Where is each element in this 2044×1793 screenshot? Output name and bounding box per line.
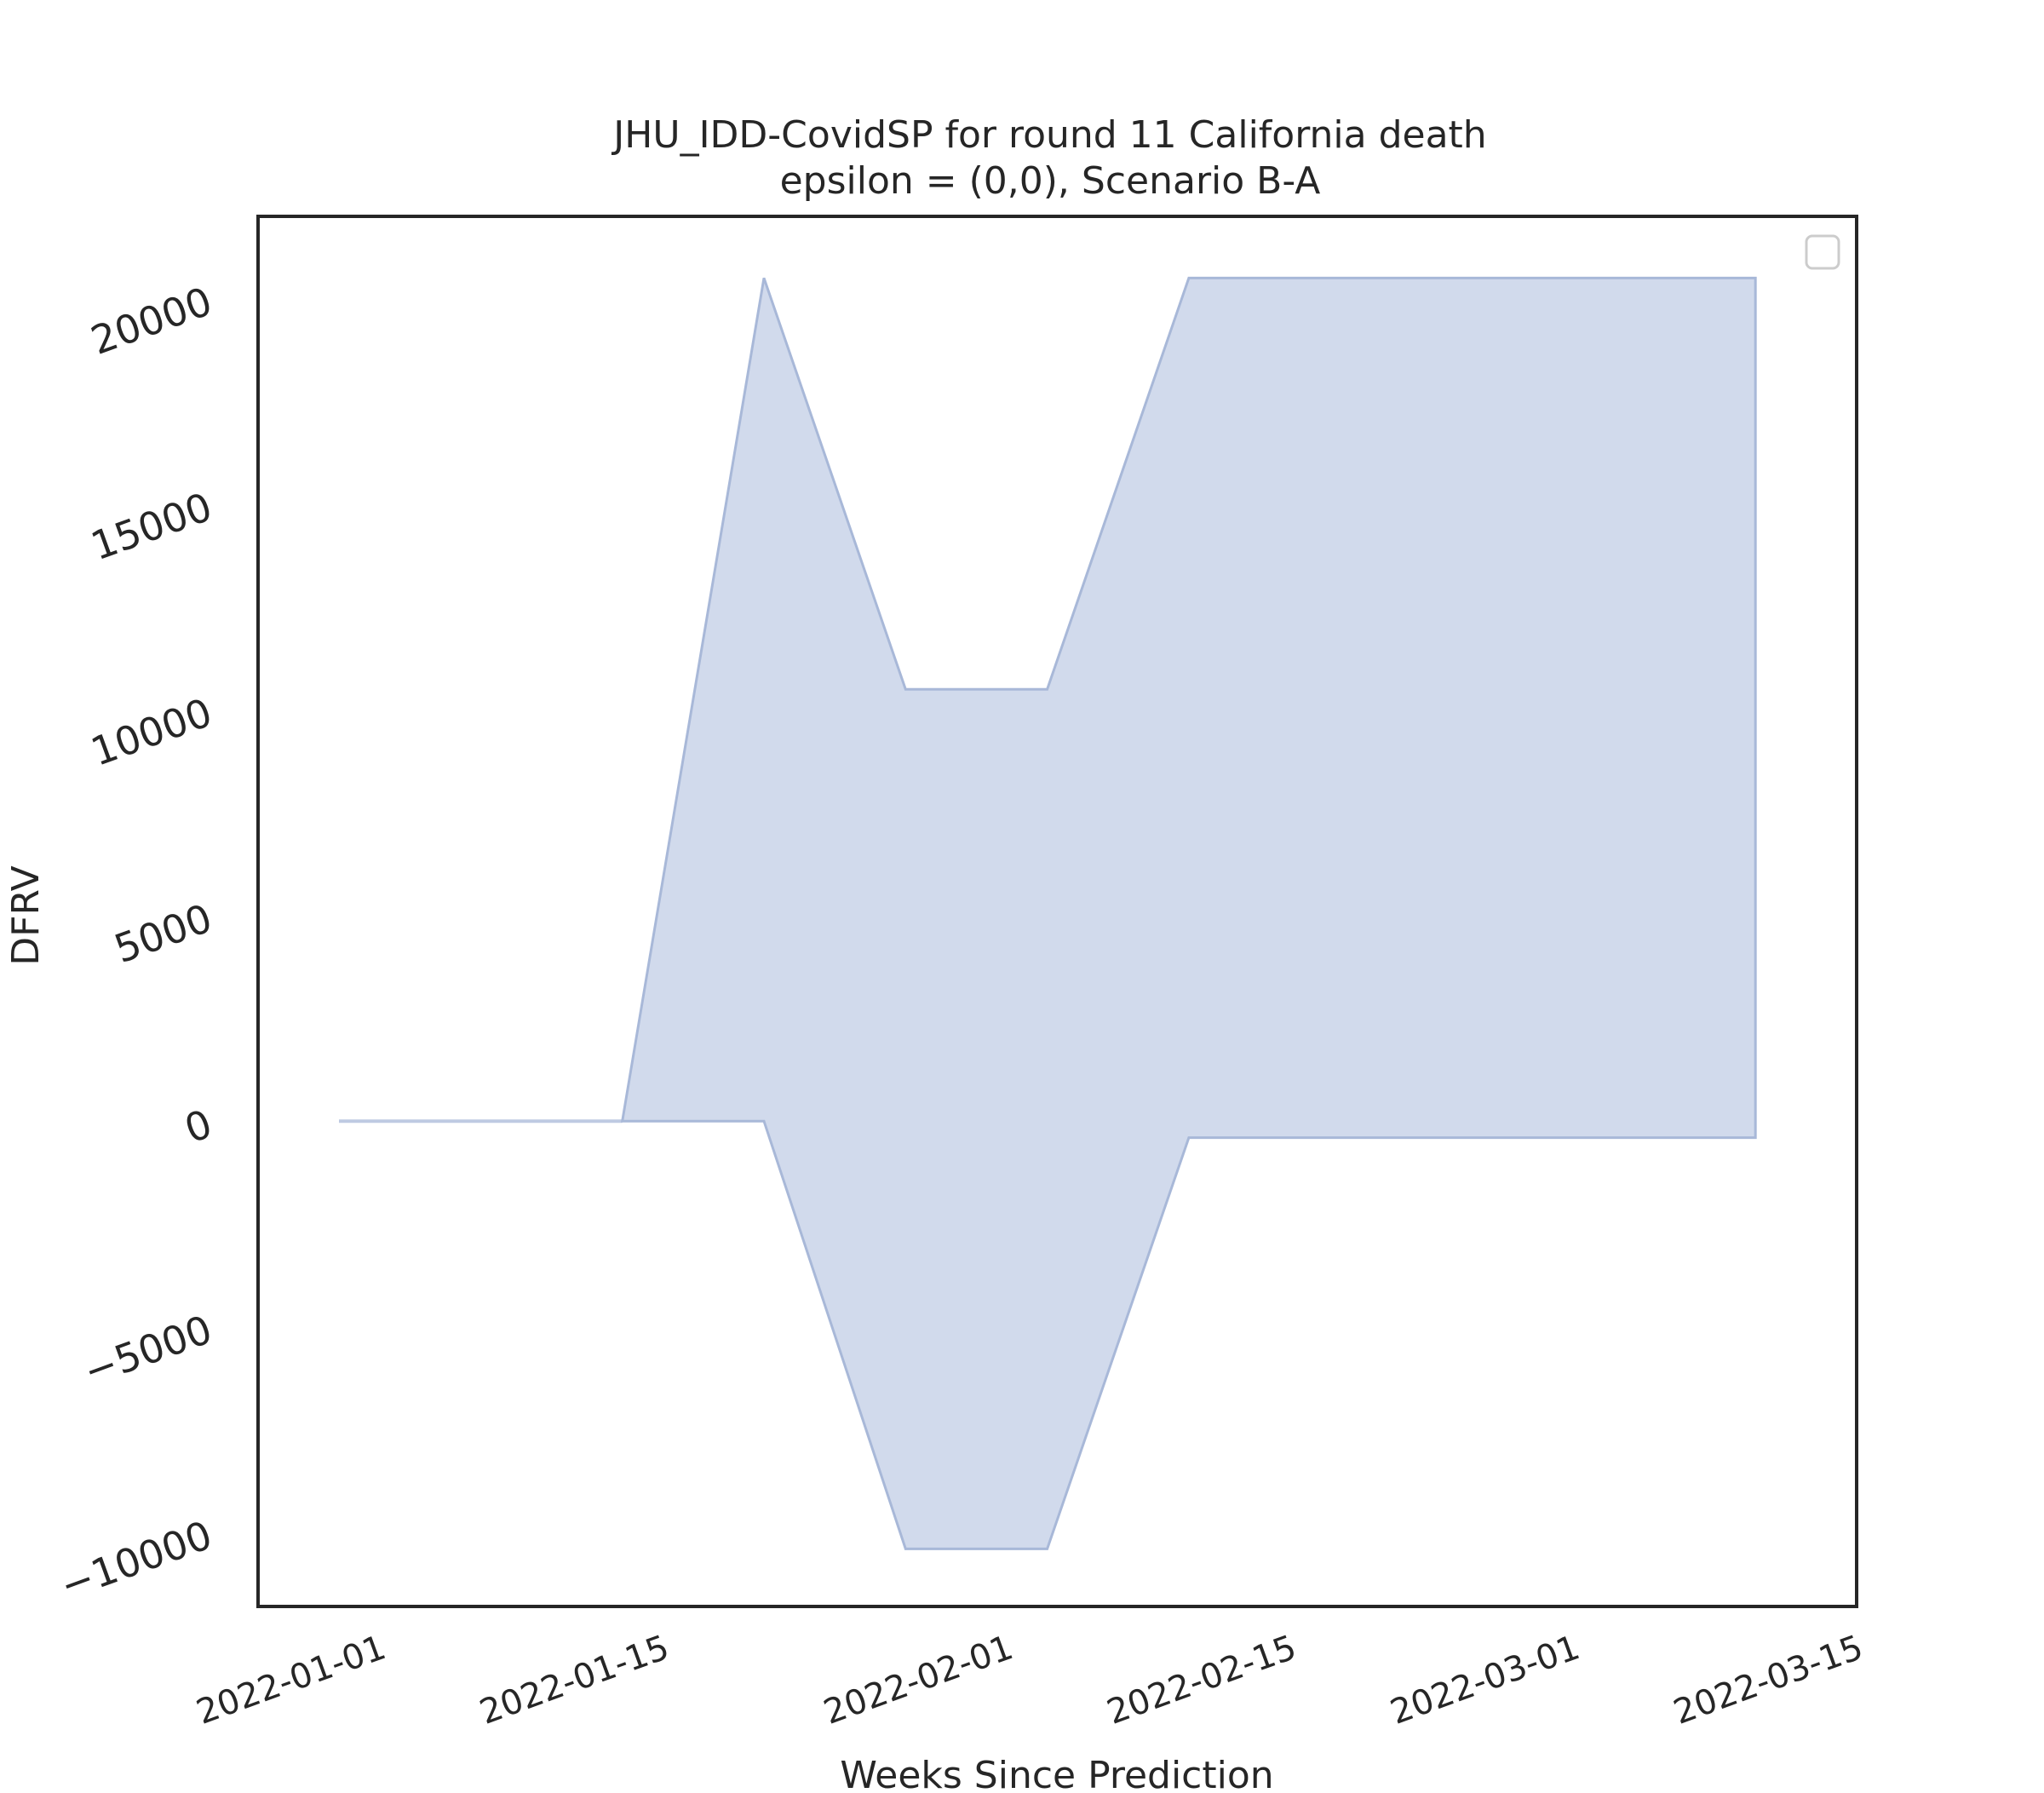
x-tick-label: 2022-02-01 bbox=[818, 1628, 1018, 1733]
series-0-band bbox=[620, 276, 1757, 1550]
chart-subtitle: epsilon = (0,0), Scenario B-A bbox=[780, 159, 1321, 203]
y-tick-label: −10000 bbox=[55, 1512, 218, 1609]
y-axis-label: DFRV bbox=[4, 865, 48, 965]
x-tick-label: 2022-02-15 bbox=[1102, 1628, 1301, 1733]
y-tick-label: −5000 bbox=[78, 1306, 218, 1394]
axes-frame bbox=[256, 215, 1858, 1608]
x-tick-label: 2022-01-15 bbox=[474, 1628, 674, 1733]
x-tick-label: 2022-03-01 bbox=[1386, 1628, 1585, 1733]
y-axis-ticks: −10000 −5000 0 5000 10000 15000 20000 bbox=[55, 278, 218, 1608]
plot-area bbox=[339, 276, 1757, 1550]
x-tick-label: 2022-03-15 bbox=[1668, 1628, 1868, 1733]
x-axis-ticks: 2022-01-01 2022-01-15 2022-02-01 2022-02-15… bbox=[192, 1628, 1869, 1733]
y-tick-label: 0 bbox=[179, 1101, 218, 1152]
y-tick-label: 20000 bbox=[85, 278, 218, 364]
x-tick-label: 2022-01-01 bbox=[192, 1628, 391, 1733]
x-axis-label: Weeks Since Prediction bbox=[840, 1754, 1273, 1789]
legend-box bbox=[1805, 234, 1840, 270]
chart-title: JHU_IDD-CovidSP for round 11 California … bbox=[611, 113, 1486, 157]
y-tick-label: 10000 bbox=[85, 689, 218, 775]
y-tick-label: 15000 bbox=[85, 484, 218, 570]
y-tick-label: 5000 bbox=[108, 894, 217, 972]
